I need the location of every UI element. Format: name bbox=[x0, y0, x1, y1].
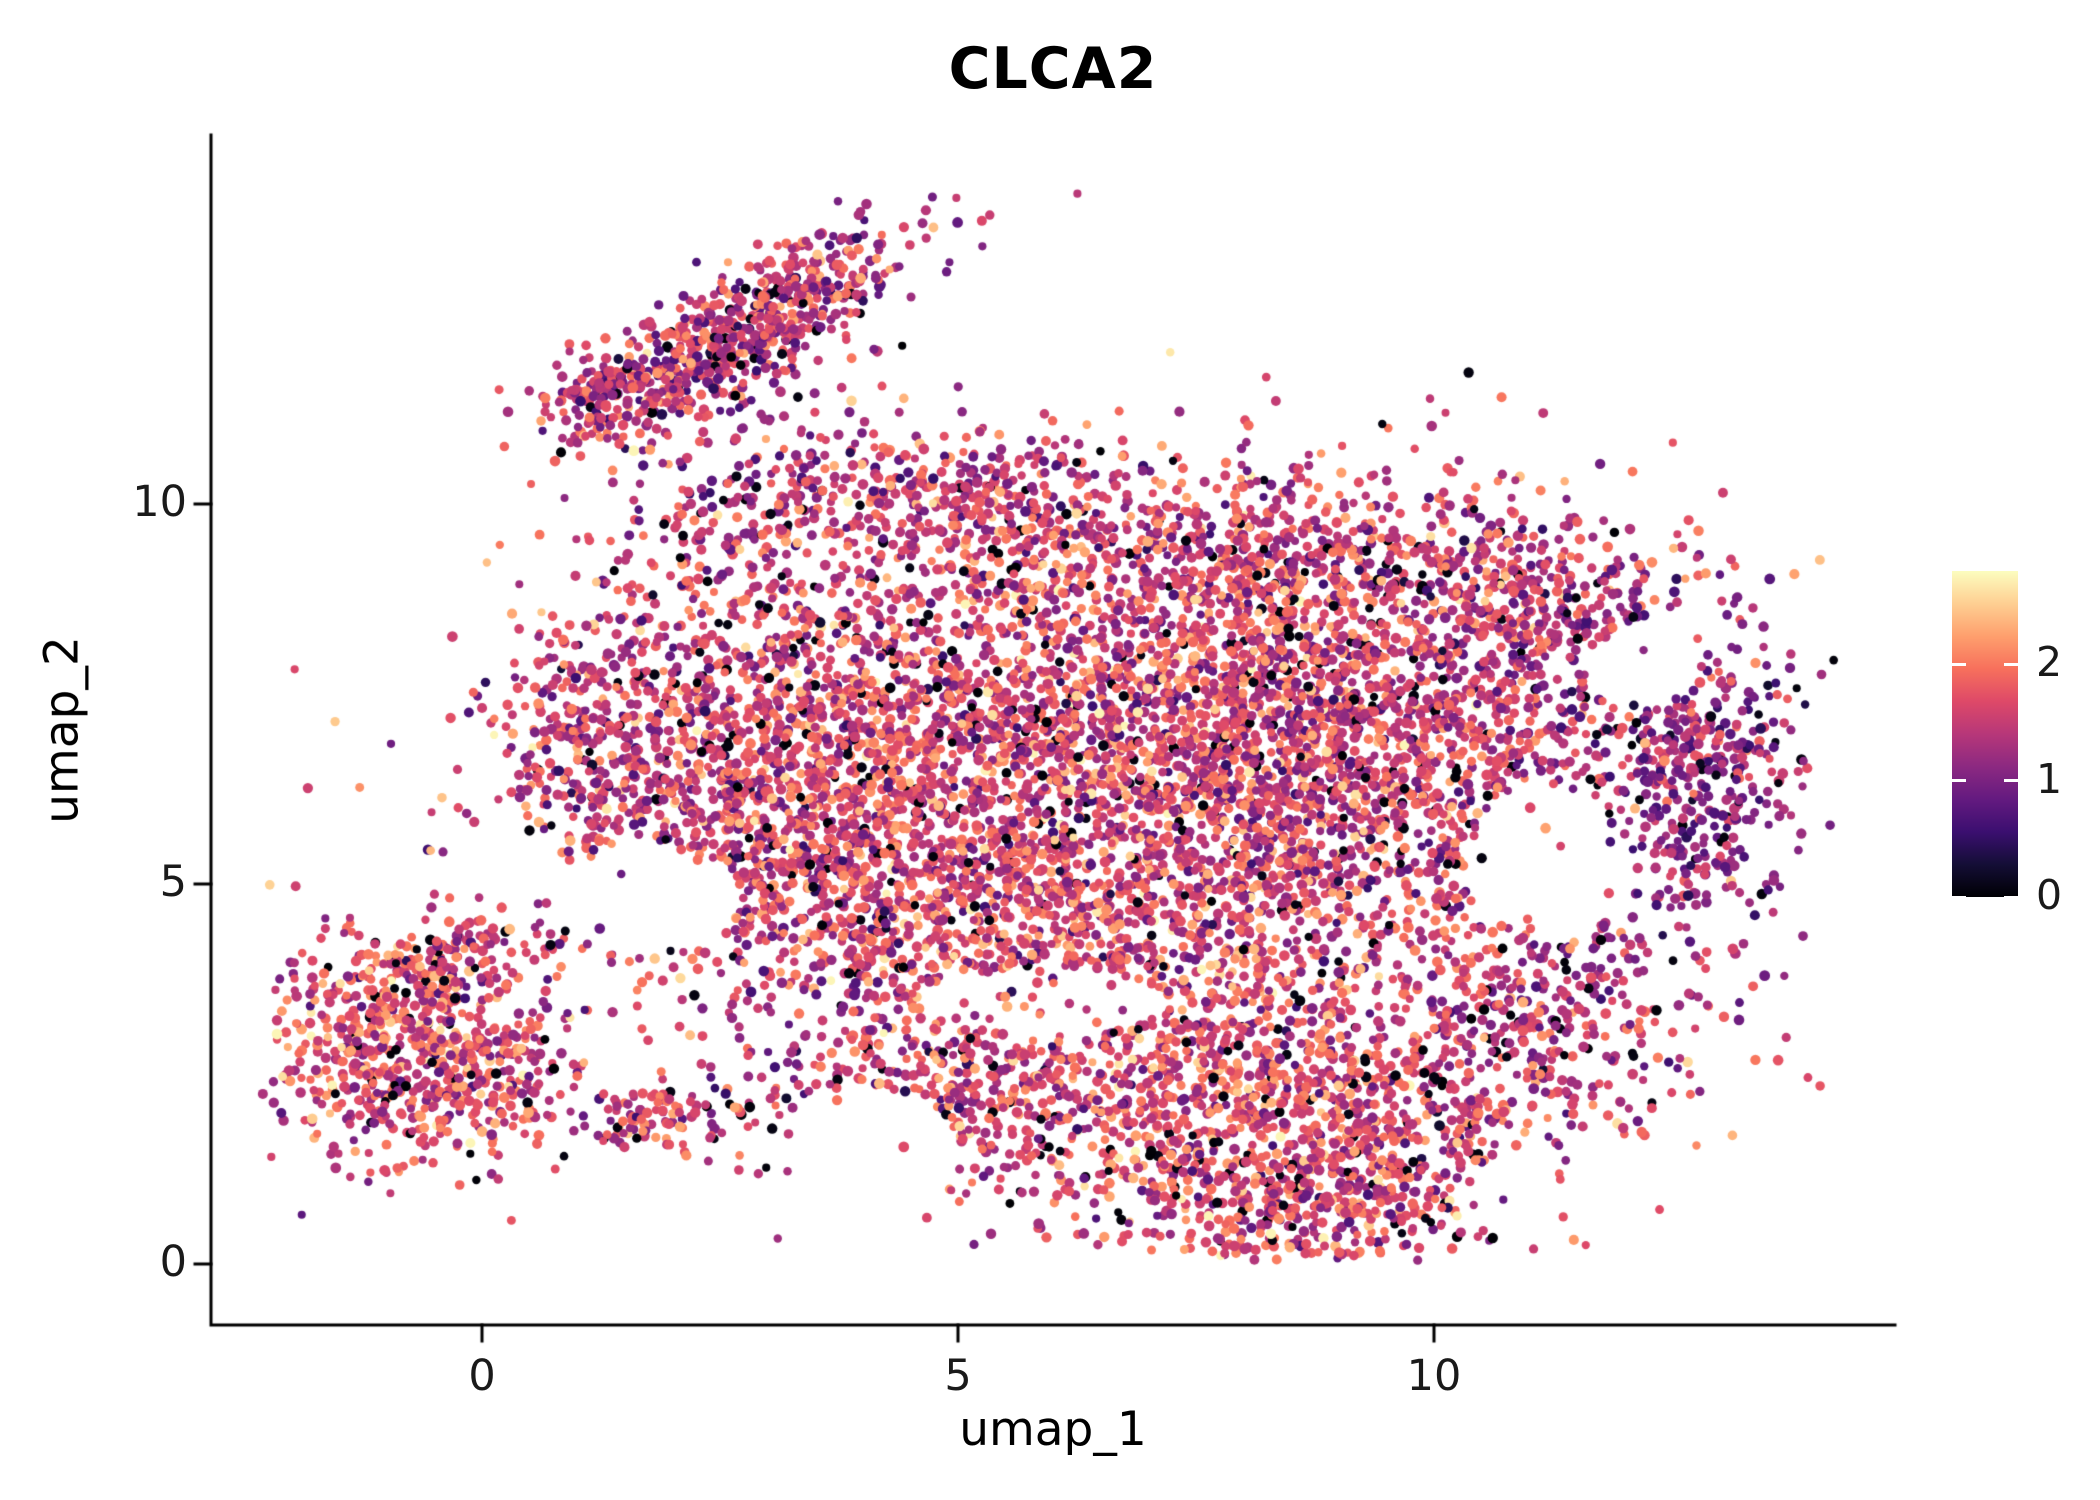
colorbar-gradient bbox=[1952, 571, 2018, 897]
y-axis-tick-label: 10 bbox=[132, 477, 187, 527]
y-axis-tick-label: 5 bbox=[159, 857, 187, 907]
plot-title: CLCA2 bbox=[948, 36, 1158, 102]
colorbar-tick-label: 1 bbox=[2036, 754, 2063, 803]
x-axis-tick-label: 0 bbox=[468, 1351, 496, 1401]
x-axis-title: umap_1 bbox=[959, 1402, 1147, 1457]
x-axis-tick-label: 5 bbox=[944, 1351, 972, 1401]
x-axis-tick-label: 10 bbox=[1406, 1351, 1462, 1401]
y-axis-tick-label: 0 bbox=[159, 1237, 187, 1287]
colorbar-tick-mark bbox=[1952, 662, 1966, 666]
colorbar-tick-mark bbox=[2004, 662, 2018, 666]
y-axis-title: umap_2 bbox=[34, 636, 90, 824]
colorbar-tick-label: 2 bbox=[2036, 638, 2063, 687]
colorbar bbox=[1952, 571, 2018, 897]
colorbar-tick-mark bbox=[2004, 895, 2018, 899]
colorbar-tick-mark bbox=[2004, 779, 2018, 783]
colorbar-tick-mark bbox=[1952, 895, 1966, 899]
colorbar-tick-mark bbox=[1952, 779, 1966, 783]
colorbar-tick-label: 0 bbox=[2036, 871, 2063, 919]
